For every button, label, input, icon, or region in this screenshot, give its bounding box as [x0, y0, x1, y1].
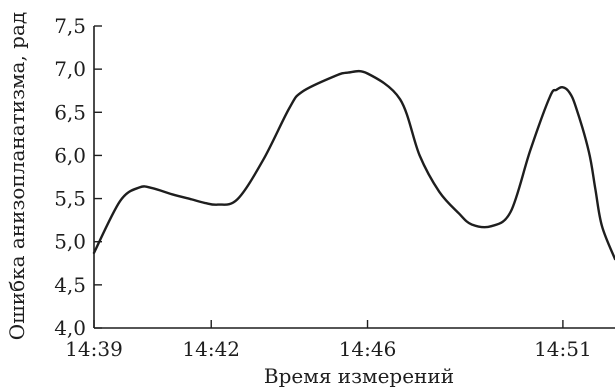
x-tick-label: 14:42 — [182, 337, 240, 361]
x-tick-label: 14:51 — [534, 337, 592, 361]
y-tick-label: 6,0 — [54, 143, 86, 167]
y-tick-label: 5,0 — [54, 230, 86, 254]
x-tick-label: 14:46 — [339, 337, 397, 361]
x-axis-title: Время измерений — [264, 364, 454, 388]
x-ticks — [93, 320, 564, 328]
y-ticks — [94, 25, 102, 329]
y-tick-label: 4,5 — [54, 273, 86, 297]
y-tick-label: 4,0 — [54, 316, 86, 340]
y-tick-labels: 4,0 4,5 5,0 5,5 6,0 6,5 7,0 7,5 — [54, 14, 86, 340]
y-axis-title: Ошибка анизопланатизма, рад — [5, 12, 29, 340]
series-group — [92, 69, 615, 261]
y-tick-label: 5,5 — [54, 187, 86, 211]
y-axis: 4,0 4,5 5,0 5,5 6,0 6,5 7,0 7,5 — [54, 14, 102, 340]
x-axis: 14:39 14:42 14:46 14:51 — [65, 320, 615, 361]
y-tick-label: 7,5 — [54, 14, 86, 38]
x-tick-label: 14:39 — [65, 337, 123, 361]
x-tick-labels: 14:39 14:42 14:46 14:51 — [65, 337, 592, 361]
y-tick-label: 6,5 — [54, 100, 86, 124]
series-line — [92, 69, 615, 261]
y-tick-label: 7,0 — [54, 57, 86, 81]
